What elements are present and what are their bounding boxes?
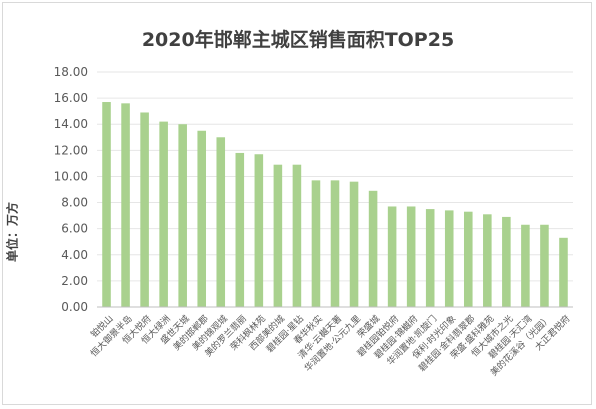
bar <box>254 154 264 307</box>
bar <box>406 206 416 307</box>
bar <box>330 180 340 307</box>
bar <box>102 102 111 308</box>
bar <box>368 190 378 307</box>
y-tick-label: 4.00 <box>61 248 88 262</box>
bar <box>540 224 549 307</box>
bar <box>121 103 130 307</box>
bar <box>425 209 435 307</box>
bar <box>140 112 149 307</box>
y-tick-label: 0.00 <box>61 300 88 314</box>
y-tick-label: 8.00 <box>61 196 88 210</box>
x-axis-labels: 铂悦山恒大御景半岛恒大悦府恒大绿洲盛世天城美的邯郸郡美的锦观城美的罗兰翡丽荣科枫… <box>88 313 573 379</box>
bar <box>311 180 321 307</box>
bar <box>159 121 168 307</box>
bar <box>349 181 359 307</box>
bar <box>178 124 187 307</box>
bar <box>292 164 302 307</box>
bar <box>559 237 568 307</box>
y-tick-label: 2.00 <box>61 274 88 288</box>
bar <box>235 152 245 307</box>
y-axis-ticks: 0.00 2.00 4.00 6.00 8.00 10.00 12.00 14.00 16.00… <box>54 65 88 314</box>
bar <box>216 137 226 307</box>
bar <box>521 224 530 307</box>
y-tick-label: 12.00 <box>54 143 88 157</box>
y-tick-label: 14.00 <box>54 117 88 131</box>
bars <box>102 102 568 308</box>
y-tick-label: 10.00 <box>54 169 88 183</box>
bar <box>197 130 207 307</box>
bar <box>483 214 492 307</box>
chart-title: 2020年邯郸主城区销售面积TOP25 <box>141 29 455 51</box>
bar <box>387 206 397 307</box>
bar <box>273 164 283 307</box>
y-tick-label: 6.00 <box>61 222 88 236</box>
bar <box>444 210 454 307</box>
bar <box>463 211 473 307</box>
bar <box>502 216 511 307</box>
y-tick-label: 18.00 <box>54 65 88 79</box>
y-tick-label: 16.00 <box>54 91 88 105</box>
